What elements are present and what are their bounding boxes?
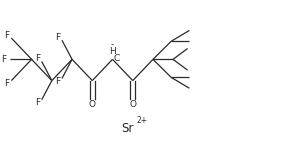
Text: 2+: 2+ [136,116,147,125]
Text: F: F [55,33,60,42]
Text: F: F [5,31,10,40]
Text: C: C [113,54,120,63]
Text: -: - [111,40,114,49]
Text: F: F [5,79,10,88]
Text: Sr: Sr [121,122,133,135]
Text: O: O [129,100,136,109]
Text: F: F [55,77,60,86]
Text: F: F [35,54,40,63]
Text: F: F [2,55,7,64]
Text: O: O [89,100,96,109]
Text: F: F [35,98,40,107]
Text: H: H [109,47,116,56]
